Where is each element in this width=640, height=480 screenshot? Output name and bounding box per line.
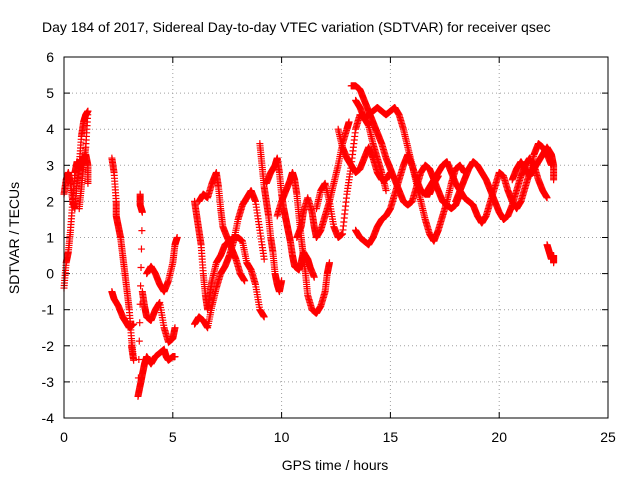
x-axis-label: GPS time / hours (282, 457, 389, 473)
data-point (171, 353, 179, 361)
data-point (325, 259, 333, 267)
data-point (310, 273, 318, 281)
data-point (278, 277, 286, 285)
data-point (135, 337, 143, 345)
y-tick-label: 2 (46, 193, 54, 209)
y-tick-label: -1 (42, 302, 55, 318)
data-points (60, 82, 558, 400)
x-tick-label: 0 (60, 429, 68, 445)
series-trace-f (138, 288, 179, 346)
x-tick-label: 10 (274, 429, 290, 445)
data-point (130, 320, 138, 328)
y-tick-label: 4 (46, 121, 54, 137)
y-tick-label: 1 (46, 230, 54, 246)
data-point (260, 313, 268, 321)
series-trace-k (256, 140, 286, 296)
y-tick-label: 6 (46, 49, 54, 65)
x-tick-label: 5 (169, 429, 177, 445)
data-point (137, 245, 145, 253)
y-axis-ticks: -4 -3 -2 -1 0 1 2 3 4 5 6 (42, 49, 608, 426)
series-trace-w (543, 241, 558, 267)
series-trace-j (195, 169, 249, 285)
series-trace-i (191, 187, 268, 332)
y-tick-label: 3 (46, 157, 54, 173)
data-point (260, 255, 268, 263)
data-point (241, 277, 249, 285)
chart-title: Day 184 of 2017, Sidereal Day-to-day VTE… (42, 19, 551, 35)
data-point (173, 234, 181, 241)
x-tick-label: 25 (600, 429, 616, 445)
y-tick-label: 0 (46, 266, 54, 282)
data-point (127, 342, 135, 350)
series-trace-d (108, 288, 138, 332)
y-tick-label: -2 (42, 338, 55, 354)
series-trace-b (60, 150, 92, 213)
data-point (137, 263, 145, 271)
y-tick-label: -3 (42, 374, 55, 390)
x-tick-label: 20 (491, 429, 507, 445)
data-point (137, 282, 145, 290)
series-trace-h (191, 197, 268, 321)
x-tick-label: 15 (383, 429, 399, 445)
series-trace-c (108, 154, 138, 364)
data-point (138, 227, 146, 235)
data-point (382, 187, 390, 195)
data-point (171, 324, 179, 332)
y-tick-label: 5 (46, 85, 54, 101)
data-point (136, 319, 144, 327)
y-axis-label: SDTVAR / TECUs (6, 182, 22, 294)
y-tick-label: -4 (42, 410, 55, 426)
series-trace-e (134, 190, 179, 400)
data-point (138, 208, 146, 216)
data-point (84, 179, 92, 187)
series-trace-m (273, 169, 333, 317)
x-axis-ticks: 0 5 10 15 20 25 (60, 57, 616, 445)
series-trace-g (143, 234, 181, 296)
data-point (135, 356, 143, 364)
